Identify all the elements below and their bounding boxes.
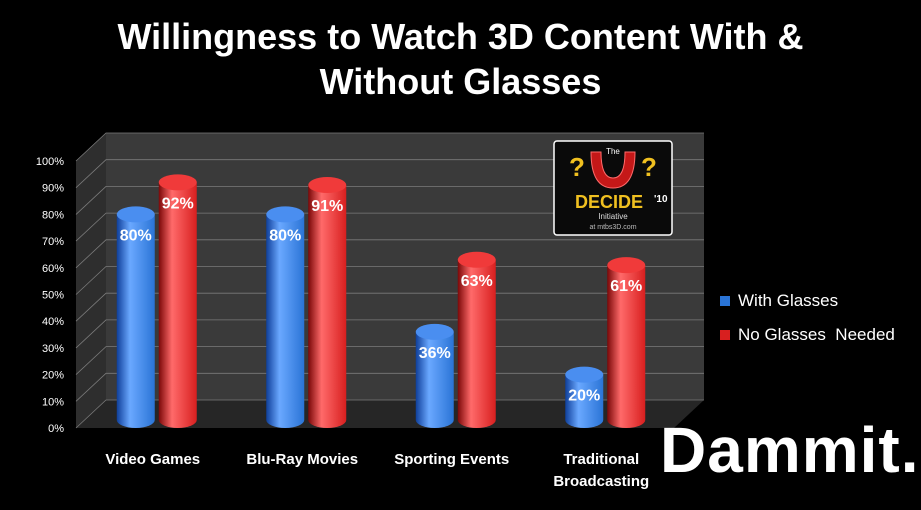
bar-value-label: 92% [162, 195, 194, 212]
bar-value-label: 20% [568, 388, 600, 405]
legend-item-no-glasses: No Glasses Needed [720, 318, 895, 352]
y-tick-label: 30% [42, 343, 64, 355]
gridline [75, 212, 704, 242]
question-mark-icon: ? [641, 152, 657, 182]
bar-value-label: 80% [269, 227, 301, 244]
logo-magnet-icon [590, 151, 636, 189]
logo-text-main: DECIDE [575, 192, 643, 212]
y-tick-label: 0% [48, 423, 64, 435]
bar-value-label: 63% [461, 273, 493, 290]
x-tick-label: Broadcasting [553, 473, 649, 490]
gridline [75, 372, 704, 402]
brand-watermark: Dammit. [660, 414, 920, 486]
bar-with-glasses [565, 366, 604, 428]
bar-no-glasses [158, 174, 197, 428]
y-tick-label: 70% [42, 236, 64, 248]
legend-swatch-no-glasses [720, 330, 730, 340]
y-tick-label: 40% [42, 316, 64, 328]
y-tick-label: 50% [42, 290, 64, 302]
gridline [75, 185, 704, 215]
gridline [75, 132, 704, 162]
y-tick-label: 20% [42, 370, 64, 382]
bar-value-label: 36% [419, 345, 451, 362]
question-mark-icon: ? [569, 152, 585, 182]
bar-with-glasses [116, 206, 155, 428]
bar-with-glasses [266, 206, 305, 428]
gridline [75, 292, 704, 322]
bar-no-glasses [457, 251, 496, 428]
x-tick-label: Blu-Ray Movies [246, 451, 358, 468]
x-tick-label: Sporting Events [394, 451, 509, 468]
chart-floor [76, 400, 704, 428]
gridline [75, 346, 704, 375]
gridline [75, 399, 704, 429]
bar-value-label: 80% [120, 227, 152, 244]
decide-initiative-logo: The ? ? DECIDE '10 Initiative at mtbs3D.… [553, 140, 673, 236]
legend-label-with-glasses: With Glasses [738, 291, 839, 310]
chart-title: Willingness to Watch 3D Content With & W… [0, 14, 921, 104]
bar-no-glasses [308, 177, 347, 428]
legend-swatch-with-glasses [720, 296, 730, 306]
bar-no-glasses [607, 257, 646, 428]
bar-value-label: 61% [610, 278, 642, 295]
chart-title-line-1: Willingness to Watch 3D Content With & [117, 16, 804, 57]
y-tick-label: 100% [36, 156, 64, 168]
gridline [75, 319, 704, 349]
gridline [75, 239, 704, 269]
y-tick-label: 80% [42, 209, 64, 221]
logo-text-sub: Initiative [598, 212, 628, 221]
logo-text-top: The [606, 147, 620, 156]
legend-label-no-glasses: No Glasses Needed [738, 325, 895, 344]
bar-with-glasses [415, 323, 454, 428]
bar-value-label: 91% [311, 198, 343, 215]
x-tick-label: Video Games [105, 451, 200, 468]
logo-text-year: '10 [654, 194, 668, 205]
y-tick-label: 60% [42, 263, 64, 275]
logo-text-url: at mtbs3D.com [589, 224, 636, 231]
x-tick-label: Traditional [563, 451, 639, 468]
chart-title-line-2: Without Glasses [319, 61, 602, 102]
y-tick-label: 90% [42, 183, 64, 195]
legend-item-with-glasses: With Glasses [720, 284, 895, 318]
gridline [75, 159, 704, 188]
chart-legend: With Glasses No Glasses Needed [720, 284, 895, 352]
gridline [75, 266, 704, 295]
y-tick-label: 10% [42, 396, 64, 408]
